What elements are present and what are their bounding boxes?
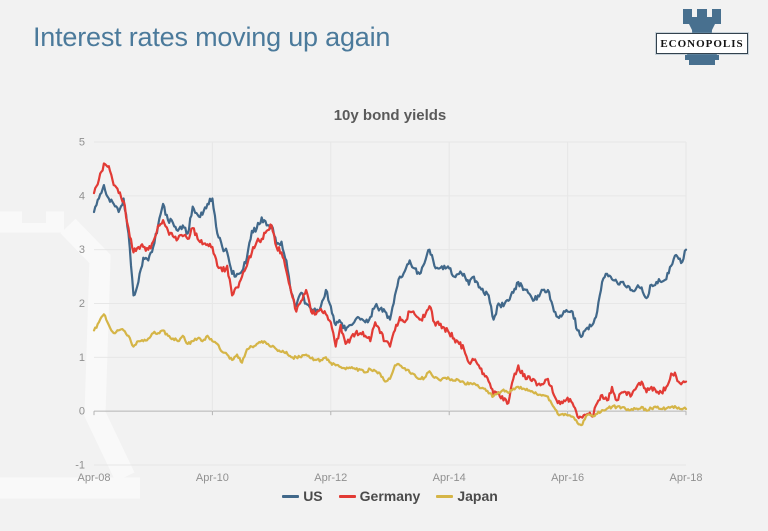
legend-label-germany: Germany (359, 488, 421, 504)
svg-text:Apr-10: Apr-10 (196, 472, 229, 484)
svg-text:1: 1 (79, 352, 85, 364)
germany-line-swatch (338, 494, 356, 498)
svg-text:5: 5 (79, 137, 85, 149)
logo-text: ECONOPOLIS (660, 37, 744, 50)
svg-text:Apr-08: Apr-08 (77, 472, 110, 484)
svg-text:Apr-16: Apr-16 (551, 472, 584, 484)
legend-label-us: US (303, 488, 323, 504)
japan-line-swatch (436, 494, 454, 498)
page-title: Interest rates moving up again (33, 22, 391, 52)
svg-text:-1: -1 (75, 460, 85, 472)
logo-banner: ECONOPOLIS (656, 33, 748, 54)
us-line-swatch (282, 494, 300, 498)
svg-text:Apr-12: Apr-12 (314, 472, 347, 484)
svg-text:Apr-14: Apr-14 (433, 472, 466, 484)
svg-text:4: 4 (79, 190, 85, 202)
legend-item-us: US (282, 488, 323, 504)
svg-text:Apr-18: Apr-18 (669, 472, 702, 484)
svg-text:2: 2 (79, 298, 85, 310)
svg-text:0: 0 (79, 406, 85, 418)
legend-item-germany: Germany (338, 488, 421, 504)
chart-title: 10y bond yields (333, 107, 447, 124)
chart-legend: US Germany Japan (94, 488, 686, 504)
econopolis-logo: ECONOPOLIS (656, 8, 748, 66)
legend-label-japan: Japan (457, 488, 498, 504)
legend-item-japan: Japan (436, 488, 498, 504)
svg-text:3: 3 (79, 244, 85, 256)
